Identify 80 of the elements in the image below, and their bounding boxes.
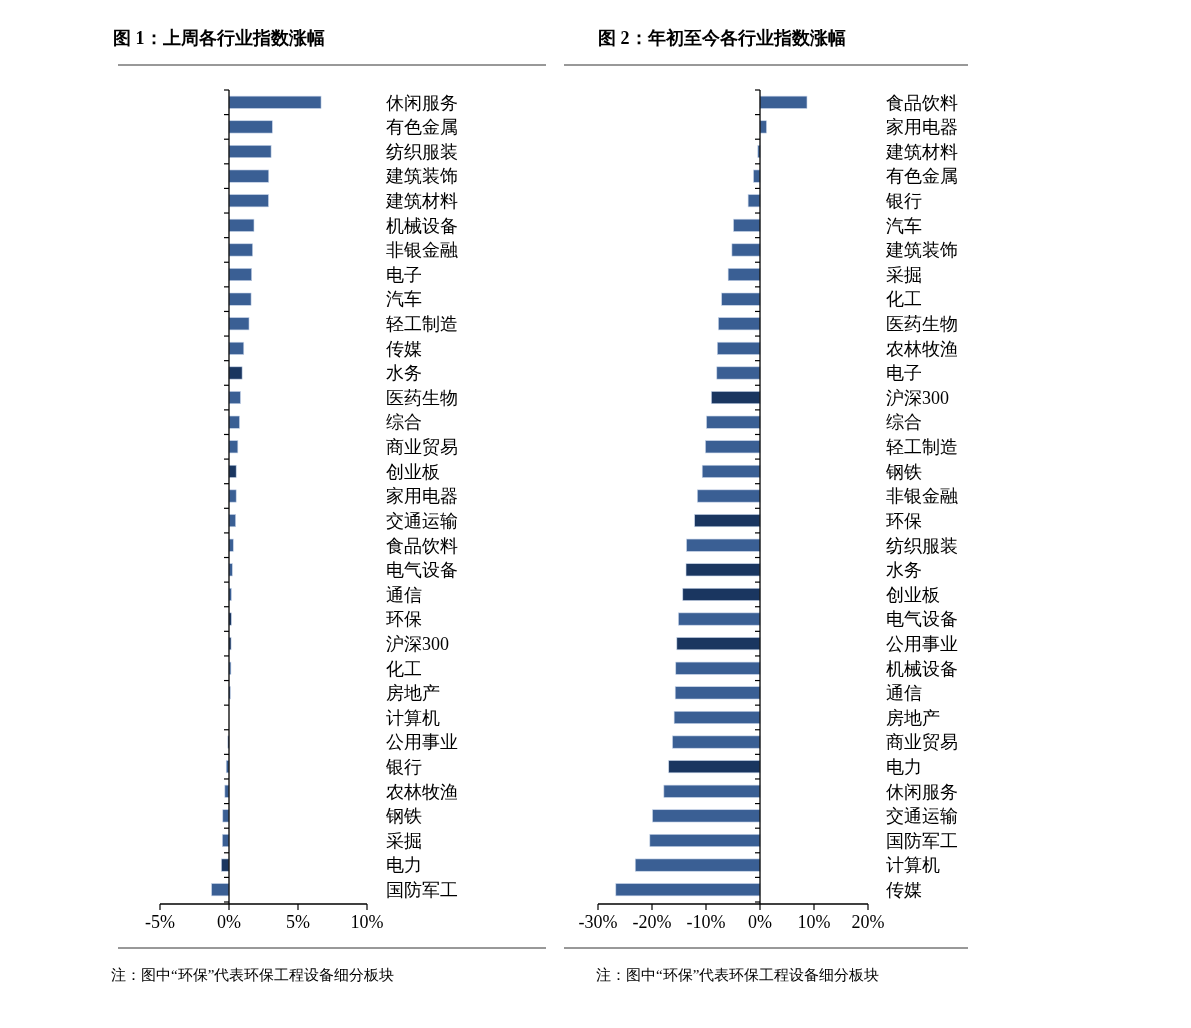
y-tick-label: 电子: [386, 264, 422, 285]
x-tick-label: 20%: [851, 912, 885, 932]
y-tick-label: 汽车: [386, 289, 422, 310]
y-tick-label: 创业板: [386, 461, 440, 482]
y-tick-label: 通信: [886, 683, 922, 704]
y-tick-label: 综合: [886, 412, 922, 433]
y-tick-label: 建筑材料: [885, 141, 958, 162]
y-tick-label: 建筑装饰: [885, 240, 958, 261]
x-tick-label: 10%: [350, 912, 384, 932]
y-tick-label: 汽车: [886, 215, 922, 236]
x-tick-label: 0%: [217, 912, 241, 932]
y-tick-label: 商业贸易: [386, 437, 458, 458]
y-tick-label: 国防军工: [386, 880, 458, 900]
y-tick-label: 交通运输: [386, 510, 458, 531]
x-tick-label: 5%: [286, 912, 310, 932]
y-tick-label: 轻工制造: [386, 314, 458, 335]
y-tick-label: 家用电器: [386, 486, 458, 507]
text: 注：图中“环保”代表环保工程设备细分板块: [111, 967, 395, 983]
y-tick-label: 综合: [386, 412, 422, 433]
y-tick-label: 沪深300: [886, 387, 949, 408]
y-tick-label: 银行: [385, 756, 422, 777]
y-tick-label: 传媒: [886, 880, 922, 900]
y-tick-label: 休闲服务: [886, 781, 958, 802]
y-tick-label: 化工: [886, 289, 922, 310]
y-tick-label: 非银金融: [886, 486, 958, 507]
y-tick-label: 电气设备: [386, 560, 458, 581]
y-tick-label: 休闲服务: [386, 92, 458, 113]
y-tick-label: 食品饮料: [386, 535, 458, 556]
y-tick-label: 交通运输: [886, 806, 958, 827]
y-tick-label: 电气设备: [886, 609, 958, 630]
y-tick-label: 机械设备: [386, 215, 458, 236]
y-tick-label: 采掘: [886, 264, 922, 285]
y-tick-label: 水务: [386, 363, 422, 384]
y-tick-label: 传媒: [386, 338, 422, 359]
y-tick-label: 通信: [386, 584, 422, 605]
y-tick-label: 电力: [386, 855, 422, 876]
x-tick-label: -30%: [578, 912, 618, 932]
y-tick-label: 有色金属: [886, 166, 958, 187]
y-tick-label: 轻工制造: [886, 437, 958, 458]
y-tick-label: 建筑材料: [385, 191, 458, 212]
y-tick-label: 农林牧渔: [886, 338, 958, 359]
y-tick-label: 机械设备: [886, 658, 958, 679]
y-tick-label: 电力: [886, 756, 922, 777]
y-tick-label: 环保: [386, 609, 422, 630]
y-tick-label: 水务: [886, 560, 922, 581]
y-tick-label: 计算机: [886, 855, 940, 876]
x-tick-label: -20%: [632, 912, 672, 932]
y-tick-label: 农林牧渔: [386, 781, 458, 802]
y-tick-label: 非银金融: [386, 240, 458, 261]
y-tick-label: 国防军工: [886, 830, 958, 851]
y-tick-label: 公用事业: [886, 633, 958, 654]
x-tick-label: -10%: [686, 912, 726, 932]
text: 注：图中“环保”代表环保工程设备细分板块: [596, 967, 880, 983]
y-tick-label: 商业贸易: [886, 732, 958, 753]
y-tick-label: 环保: [886, 510, 922, 531]
y-tick-label: 钢铁: [385, 806, 422, 827]
y-tick-label: 医药生物: [386, 387, 458, 408]
y-tick-label: 纺织服装: [386, 141, 458, 162]
x-tick-label: -5%: [145, 912, 175, 932]
y-tick-label: 房地产: [886, 707, 940, 728]
y-tick-label: 银行: [885, 191, 922, 212]
y-tick-label: 建筑装饰: [385, 166, 458, 187]
y-tick-label: 计算机: [386, 707, 440, 728]
y-tick-label: 家用电器: [886, 117, 958, 138]
chart-title: 图 1：上周各行业指数涨幅: [113, 28, 325, 48]
y-tick-label: 医药生物: [886, 314, 958, 335]
x-tick-label: 10%: [797, 912, 831, 932]
y-tick-label: 公用事业: [386, 732, 458, 753]
y-tick-label: 纺织服装: [886, 535, 958, 556]
y-tick-label: 化工: [386, 658, 422, 679]
y-tick-label: 房地产: [386, 683, 440, 704]
y-tick-label: 创业板: [886, 584, 940, 605]
y-tick-label: 钢铁: [885, 461, 922, 482]
chart-title: 图 2：年初至今各行业指数涨幅: [598, 28, 846, 48]
y-tick-label: 电子: [886, 363, 922, 384]
y-tick-label: 食品饮料: [886, 92, 958, 113]
y-tick-label: 沪深300: [386, 633, 449, 654]
y-tick-label: 有色金属: [386, 117, 458, 138]
y-tick-label: 采掘: [386, 830, 422, 851]
x-tick-label: 0%: [748, 912, 772, 932]
